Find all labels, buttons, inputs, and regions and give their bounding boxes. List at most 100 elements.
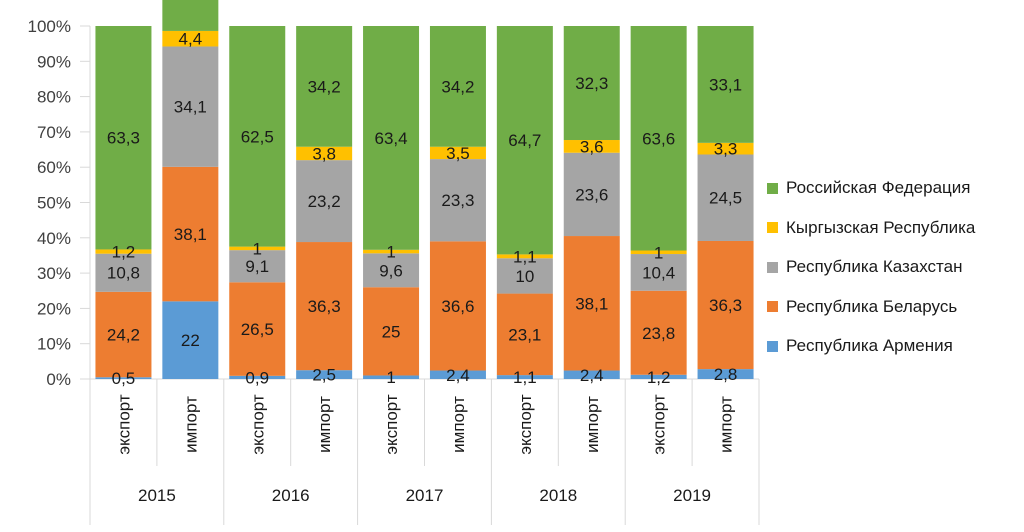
y-tick-label: 30% <box>37 264 71 283</box>
bars <box>95 0 754 379</box>
data-label: 0,9 <box>245 368 269 387</box>
bar-segment <box>229 375 286 379</box>
data-label: 23,2 <box>308 192 341 211</box>
data-label: 63,6 <box>642 129 675 148</box>
category-label: экспорт <box>650 394 669 455</box>
data-label: 0,5 <box>112 369 136 388</box>
data-label: 3,3 <box>714 140 738 159</box>
category-label: экспорт <box>114 394 133 455</box>
bar-segment <box>296 26 353 147</box>
bar-segment <box>162 166 219 302</box>
bar-segment <box>162 301 219 379</box>
bar-segment <box>630 26 687 251</box>
legend: Российская Федерация Кыргызская Республик… <box>767 178 975 376</box>
category-label: экспорт <box>516 394 535 455</box>
data-label: 1,1 <box>513 247 537 266</box>
data-label: 24,5 <box>709 189 742 208</box>
y-tick-label: 80% <box>37 88 71 107</box>
data-label: 33,1 <box>709 75 742 94</box>
bar-segment <box>697 154 754 241</box>
y-tick-label: 50% <box>37 194 71 213</box>
data-label: 2,8 <box>714 365 738 384</box>
bar-segment <box>429 26 486 147</box>
data-label: 63,4 <box>375 129 408 148</box>
y-tick-label: 60% <box>37 158 71 177</box>
data-label: 1,1 <box>513 368 537 387</box>
category-label: импорт <box>583 396 602 453</box>
bar-segment <box>630 250 687 255</box>
category-label: экспорт <box>382 394 401 455</box>
y-tick-label: 0% <box>46 370 71 389</box>
data-label: 1 <box>253 239 262 258</box>
category-label: импорт <box>449 396 468 453</box>
bar-segment <box>630 374 687 379</box>
data-label: 36,6 <box>441 297 474 316</box>
bar-segment <box>697 240 754 370</box>
bar-segment <box>496 254 553 259</box>
bar-segment <box>296 146 353 161</box>
bar-segment <box>697 369 754 379</box>
year-label: 2017 <box>406 486 444 505</box>
year-label: 2019 <box>673 486 711 505</box>
legend-item: Республика Казахстан <box>767 257 975 277</box>
year-label: 2015 <box>138 486 176 505</box>
bar-segment <box>162 30 219 47</box>
legend-label: Российская Федерация <box>786 178 971 197</box>
legend-swatch <box>767 222 778 233</box>
bar-segment <box>697 142 754 155</box>
bar-segment <box>95 26 152 250</box>
y-tick-label: 20% <box>37 299 71 318</box>
bar-segment <box>563 140 620 153</box>
bar-segment <box>162 0 219 31</box>
data-label: 10 <box>515 267 534 286</box>
data-label: 10,4 <box>642 263 675 282</box>
data-label: 23,6 <box>575 185 608 204</box>
data-label: 22 <box>181 331 200 350</box>
bar-segment <box>429 370 486 379</box>
legend-label: Республика Армения <box>786 336 953 355</box>
data-label: 1 <box>386 368 395 387</box>
category-axis: экспорт импорт экспорт импорт экспорт импорт э… <box>89 379 760 525</box>
bar-segment <box>496 375 553 379</box>
bar-segment <box>95 253 152 292</box>
data-label: 26,5 <box>241 320 274 339</box>
bar-segment <box>162 46 219 167</box>
bar-segment <box>429 146 486 160</box>
data-label: 23,3 <box>441 191 474 210</box>
data-label: 1,2 <box>647 368 671 387</box>
data-label: 2,4 <box>446 366 470 385</box>
y-tick-label: 40% <box>37 229 71 248</box>
data-label: 34,2 <box>308 77 341 96</box>
bar-segment <box>496 258 553 294</box>
bar-segment <box>95 291 152 378</box>
data-label: 4,4 <box>179 30 203 49</box>
data-label: 36,3 <box>709 296 742 315</box>
data-label: 24,2 <box>107 326 140 345</box>
bar-segment <box>229 282 286 376</box>
category-label: экспорт <box>248 394 267 455</box>
data-label: 25 <box>382 322 401 341</box>
bar-segment <box>496 293 553 376</box>
data-label: 1 <box>386 243 395 262</box>
bar-segment <box>563 370 620 379</box>
data-label: 9,1 <box>245 257 269 276</box>
bar-segment <box>363 375 420 379</box>
bar-segment <box>429 241 486 371</box>
bar-segment <box>697 26 754 143</box>
data-label: 36,3 <box>308 297 341 316</box>
data-label: 23,8 <box>642 324 675 343</box>
y-tick-label: 100% <box>28 17 71 36</box>
data-label: 63,3 <box>107 129 140 148</box>
data-label: 9,6 <box>379 261 403 280</box>
bar-segment <box>363 253 420 288</box>
legend-label: Республика Беларусь <box>786 296 958 316</box>
y-tick-label: 70% <box>37 123 71 142</box>
y-tick-label: 10% <box>37 335 71 354</box>
legend-label: Республика Казахстан <box>786 257 963 276</box>
bar-segment <box>363 249 420 254</box>
data-label: 3,6 <box>580 137 604 156</box>
bar-segment <box>229 246 286 251</box>
data-label: 64,7 <box>508 131 541 150</box>
category-label: импорт <box>181 396 200 453</box>
